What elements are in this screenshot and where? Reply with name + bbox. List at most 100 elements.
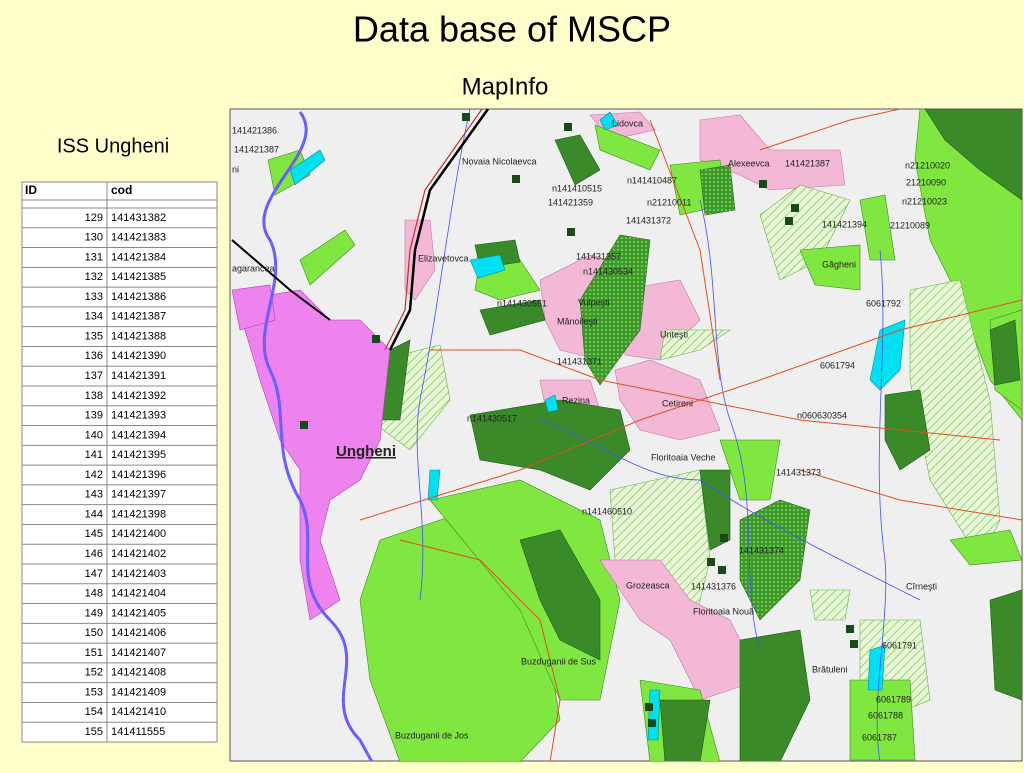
id-cell: 137 [85, 370, 103, 382]
id-cell: 143 [85, 489, 103, 501]
vineyard [739, 499, 811, 621]
id-cell: 142 [85, 469, 103, 481]
cod-cell: 141421386 [111, 291, 166, 303]
map-label: 6061789 [876, 694, 911, 704]
id-cell: 147 [85, 568, 103, 580]
lake [867, 644, 886, 691]
forest [554, 134, 601, 186]
header-cell: cod [111, 183, 132, 197]
forest [739, 629, 811, 761]
map-label: n21210020 [905, 160, 950, 170]
map-label: Lidovca [612, 118, 643, 128]
cod-cell: 141421384 [111, 251, 166, 263]
map-label: Găgheni [822, 259, 856, 269]
map-label: Cetireni [662, 398, 693, 408]
map-label: Floritoaia Nouă [693, 606, 754, 616]
id-cell: 131 [85, 251, 103, 263]
map-label: 141431374 [739, 545, 784, 555]
left-label: ISS Ungheni [57, 135, 169, 157]
lake [427, 469, 441, 501]
map-label: 21210090 [906, 177, 946, 187]
stream [416, 109, 471, 601]
cod-cell: 141421396 [111, 469, 166, 481]
lake [599, 111, 619, 131]
map-label: 141421387 [785, 158, 830, 168]
map-label: 141431357 [576, 251, 621, 261]
cod-cell: 141431382 [111, 212, 166, 224]
map-label: n141430551 [497, 298, 547, 308]
field [719, 439, 781, 501]
map-label: Mănoileşti [557, 316, 598, 326]
cod-cell: 141421385 [111, 271, 166, 283]
id-cell: 141 [85, 449, 103, 461]
map-label: Brătuleni [812, 664, 848, 674]
forest [519, 529, 601, 661]
forest [479, 299, 546, 336]
cod-cell: 141421390 [111, 350, 166, 362]
map-label: 21210089 [890, 220, 930, 230]
id-cell: 134 [85, 311, 103, 323]
id-cell: 133 [85, 291, 103, 303]
forest [989, 319, 1021, 386]
town-label: Ungheni [336, 443, 396, 460]
town [239, 289, 391, 621]
markers [300, 113, 858, 727]
map-label: Buzduganii de Sus [521, 656, 597, 666]
forest [989, 589, 1022, 701]
id-cell: 148 [85, 588, 103, 600]
cod-cell: 141421397 [111, 489, 166, 501]
highway [384, 109, 483, 351]
field [799, 244, 861, 291]
cod-cell: 141421395 [111, 449, 166, 461]
map-label: n060630354 [797, 410, 847, 420]
subtitle: MapInfo [462, 73, 549, 100]
road [759, 109, 901, 151]
map-label: n21210011 [647, 197, 691, 207]
field [859, 194, 896, 261]
map-label: Floritoaia Veche [651, 452, 716, 462]
id-cell: 144 [85, 508, 103, 520]
id-cell: 146 [85, 548, 103, 560]
cod-cell: 141421402 [111, 548, 166, 560]
id-cell: 155 [85, 726, 103, 738]
map-label: n141410515 [552, 183, 602, 193]
map-label: Cîrneşti [906, 581, 937, 591]
map-label: Unteşti [660, 329, 688, 339]
cod-cell: 141421405 [111, 607, 166, 619]
map-label: 6061792 [866, 298, 901, 308]
map-label: 141421359 [548, 197, 593, 207]
cod-cell: 141411555 [111, 726, 165, 738]
cod-cell: 141421392 [111, 390, 166, 402]
cod-cell: 141421383 [111, 232, 166, 244]
map-label: n141460510 [582, 506, 632, 516]
lake [289, 149, 326, 186]
orchard [759, 184, 851, 281]
road [399, 539, 561, 761]
map-label: ni [232, 164, 239, 174]
railway [231, 239, 331, 321]
map-label: 6061791 [882, 640, 917, 650]
cod-cell: 141421391 [111, 370, 166, 382]
stream [539, 419, 921, 601]
id-cell: 138 [85, 390, 103, 402]
id-cell: 152 [85, 667, 103, 679]
map-label: 141421394 [822, 219, 867, 229]
cod-cell: 141421403 [111, 568, 166, 580]
map-label: 141431376 [691, 581, 736, 591]
road [430, 349, 1001, 441]
map-label: agarancea [232, 263, 275, 273]
orchard [809, 589, 851, 621]
map-label: Buzduganii de Jos [395, 730, 469, 740]
cod-cell: 141421393 [111, 410, 166, 422]
id-cell: 149 [85, 607, 103, 619]
map-label: n141410487 [627, 175, 677, 185]
id-cell: 150 [85, 627, 103, 639]
lake [469, 254, 506, 279]
map-label: Vulpeşti [578, 297, 610, 307]
id-cell: 130 [85, 232, 103, 244]
title: Data base of MSCP [353, 9, 671, 50]
header-cell: ID [25, 183, 37, 197]
cod-cell: 141421410 [111, 706, 166, 718]
table-header [21, 181, 218, 201]
